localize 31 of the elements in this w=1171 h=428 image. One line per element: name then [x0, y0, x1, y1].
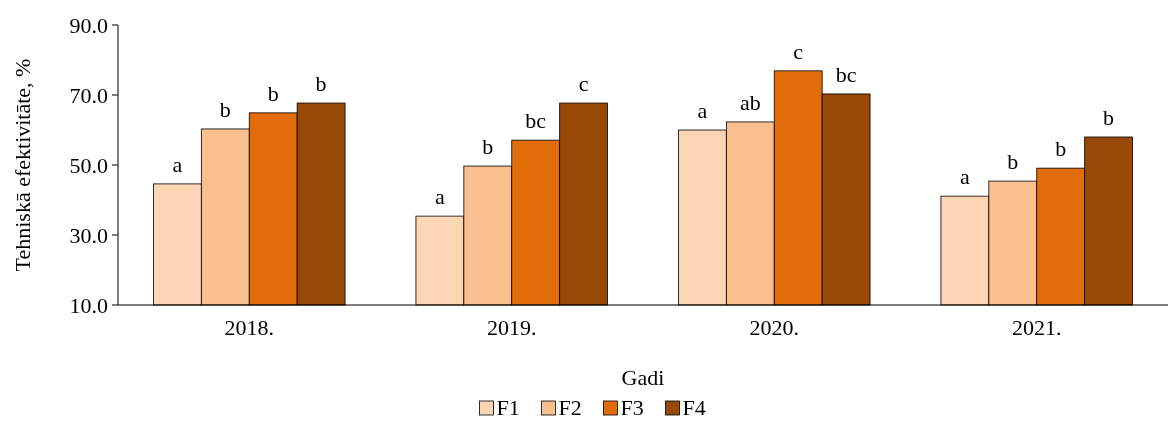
- x-tick-label: 2021.: [1012, 315, 1062, 340]
- legend-label: F4: [682, 395, 706, 420]
- data-label: b: [1055, 136, 1067, 162]
- data-label: a: [697, 98, 708, 123]
- y-tick-label: 70.0: [69, 82, 108, 108]
- x-axis-title: Gadi: [621, 365, 665, 390]
- data-label: a: [172, 151, 183, 177]
- y-tick-label: 50.0: [69, 152, 108, 178]
- x-tick-label: 2019.: [487, 315, 537, 340]
- x-tick-label: 2020.: [749, 315, 799, 340]
- data-label: a: [435, 184, 446, 210]
- data-label: b: [1007, 149, 1019, 175]
- data-label: bc: [835, 61, 857, 87]
- data-label: c: [793, 38, 804, 64]
- y-tick-label: 10.0: [69, 292, 108, 318]
- data-label: ab: [739, 89, 761, 115]
- x-tick-label: 2018.: [224, 315, 274, 340]
- y-tick-label: 90.0: [69, 12, 108, 38]
- data-label: b: [219, 96, 231, 122]
- data-label: c: [578, 71, 589, 97]
- y-axis-title: Tehniskā efektivitāte, %: [10, 58, 35, 272]
- data-label: bc: [525, 108, 547, 134]
- data-label: b: [482, 134, 494, 160]
- data-label: a: [960, 164, 971, 190]
- legend-label: F2: [558, 395, 582, 420]
- data-label: b: [315, 71, 327, 97]
- y-tick-label: 30.0: [69, 222, 108, 248]
- data-label: b: [267, 80, 279, 106]
- legend-label: F3: [620, 395, 644, 420]
- data-label: b: [1103, 105, 1115, 130]
- legend-label: F1: [496, 395, 520, 420]
